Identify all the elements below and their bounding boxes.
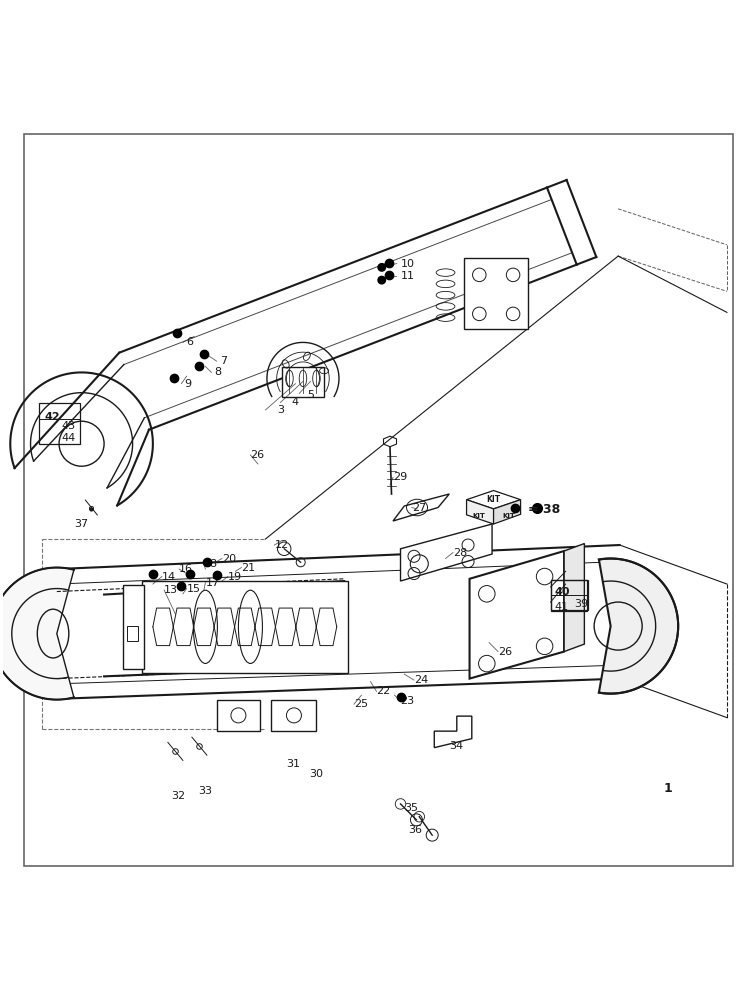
Text: KIT: KIT bbox=[487, 495, 500, 504]
Polygon shape bbox=[469, 551, 564, 679]
Text: 25: 25 bbox=[354, 699, 368, 709]
Bar bbox=[550, 580, 587, 611]
Text: 20: 20 bbox=[222, 554, 236, 564]
Bar bbox=[550, 580, 588, 610]
Text: 26: 26 bbox=[250, 450, 265, 460]
Text: 28: 28 bbox=[453, 548, 467, 558]
Bar bbox=[126, 626, 138, 641]
Text: 10: 10 bbox=[401, 259, 414, 269]
Text: 8: 8 bbox=[215, 367, 222, 377]
Text: 1: 1 bbox=[663, 782, 672, 795]
Text: 27: 27 bbox=[412, 503, 426, 513]
Text: 14: 14 bbox=[162, 572, 176, 582]
Text: 21: 21 bbox=[241, 563, 256, 573]
Text: 33: 33 bbox=[198, 786, 212, 796]
Polygon shape bbox=[393, 494, 449, 521]
Text: 36: 36 bbox=[408, 825, 422, 835]
Polygon shape bbox=[434, 716, 472, 748]
Text: KIT: KIT bbox=[502, 513, 515, 519]
Text: 15: 15 bbox=[187, 584, 200, 594]
Bar bbox=[464, 258, 528, 329]
Text: 17: 17 bbox=[206, 578, 219, 588]
Polygon shape bbox=[494, 500, 521, 524]
Text: 37: 37 bbox=[74, 519, 88, 529]
Circle shape bbox=[378, 276, 386, 284]
Polygon shape bbox=[0, 568, 74, 700]
Circle shape bbox=[378, 264, 386, 271]
Text: 41: 41 bbox=[554, 602, 569, 612]
Bar bbox=[122, 585, 144, 669]
Text: 13: 13 bbox=[164, 585, 178, 595]
Text: 35: 35 bbox=[404, 803, 418, 813]
Text: = 38: = 38 bbox=[528, 503, 560, 516]
Text: 40: 40 bbox=[554, 587, 570, 597]
Text: 39: 39 bbox=[575, 599, 589, 609]
Text: 7: 7 bbox=[221, 356, 228, 366]
Text: 6: 6 bbox=[187, 337, 194, 347]
Text: 34: 34 bbox=[449, 741, 463, 751]
Text: 32: 32 bbox=[172, 791, 186, 801]
Text: 5: 5 bbox=[307, 390, 314, 400]
Text: KIT: KIT bbox=[472, 513, 485, 519]
Polygon shape bbox=[466, 500, 494, 524]
Text: 23: 23 bbox=[401, 696, 414, 706]
Text: 12: 12 bbox=[274, 540, 289, 550]
Bar bbox=[141, 581, 348, 673]
Text: 44: 44 bbox=[61, 433, 76, 443]
Text: 4: 4 bbox=[292, 397, 299, 407]
Polygon shape bbox=[599, 559, 678, 694]
Bar bbox=[282, 367, 324, 397]
Text: 30: 30 bbox=[309, 769, 323, 779]
Polygon shape bbox=[564, 544, 584, 652]
Text: 3: 3 bbox=[277, 405, 284, 415]
Text: 29: 29 bbox=[393, 472, 407, 482]
Bar bbox=[217, 700, 260, 731]
Text: 9: 9 bbox=[184, 379, 191, 389]
Text: 19: 19 bbox=[228, 572, 242, 582]
Text: 26: 26 bbox=[498, 647, 513, 657]
Bar bbox=[271, 700, 317, 731]
Text: 16: 16 bbox=[179, 564, 193, 574]
Polygon shape bbox=[401, 524, 492, 581]
Text: 31: 31 bbox=[287, 759, 300, 769]
Text: 11: 11 bbox=[401, 271, 414, 281]
Text: 18: 18 bbox=[204, 559, 218, 569]
Text: 24: 24 bbox=[414, 675, 428, 685]
Text: 22: 22 bbox=[376, 686, 391, 696]
Text: 42: 42 bbox=[44, 412, 60, 422]
Bar bbox=[39, 403, 80, 444]
Text: 43: 43 bbox=[61, 421, 76, 431]
Polygon shape bbox=[466, 491, 521, 509]
